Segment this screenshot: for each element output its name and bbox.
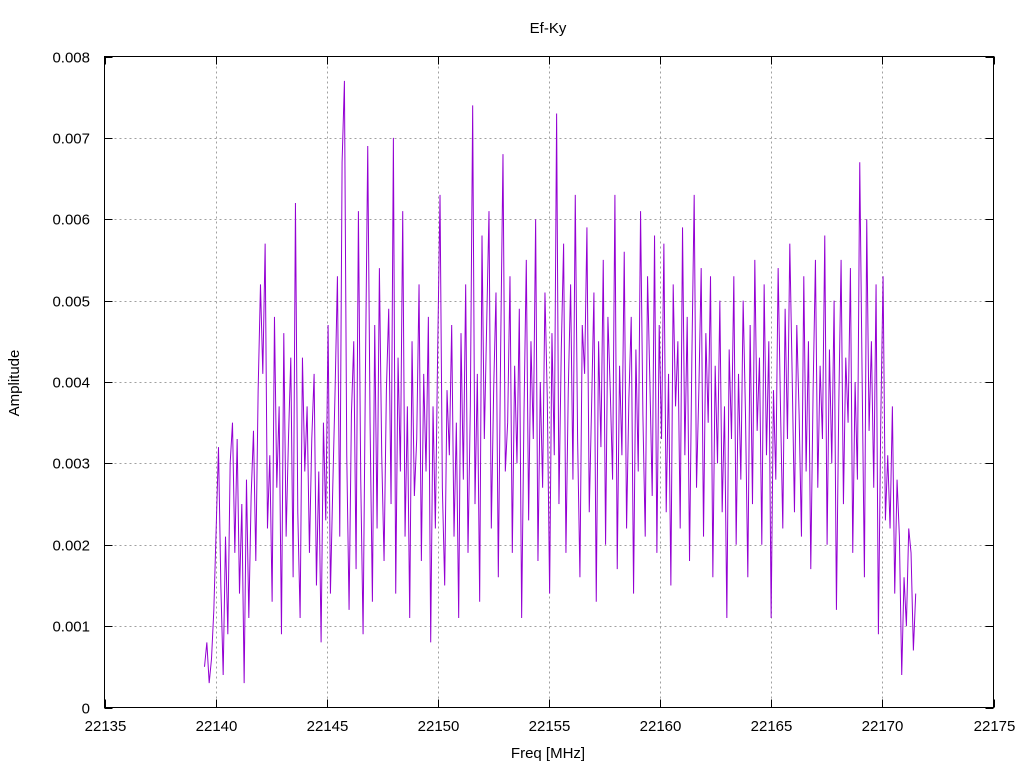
x-tick-label: 22135: [85, 718, 127, 735]
chart-title: Ef-Ky: [530, 20, 567, 37]
y-tick-label: 0.006: [52, 212, 90, 229]
y-tick-label: 0.004: [52, 375, 90, 392]
y-tick-label: 0.008: [52, 50, 90, 67]
x-tick-label: 22175: [974, 718, 1016, 735]
x-tick-label: 22165: [751, 718, 793, 735]
x-tick-label: 22145: [307, 718, 349, 735]
x-tick-label: 22155: [529, 718, 571, 735]
y-axis: 0 0.001 0.002 0.003 0.004 0.005 0.006 0.007 0.00…: [52, 50, 994, 718]
x-axis-label: Freq [MHz]: [511, 745, 585, 762]
y-axis-label: Amplitude: [6, 350, 23, 417]
y-tick-label: 0.007: [52, 131, 90, 148]
x-axis: 22135 22140 22145 22150 22155 22160 22165 22170…: [85, 56, 1016, 735]
x-tick-label: 22160: [640, 718, 682, 735]
y-tick-label: 0: [82, 701, 90, 718]
grid-lines: [104, 56, 994, 708]
y-tick-label: 0.005: [52, 294, 90, 311]
x-tick-label: 22140: [196, 718, 238, 735]
y-tick-label: 0.003: [52, 456, 90, 473]
y-tick-label: 0.001: [52, 619, 90, 636]
series-line: [204, 80, 917, 684]
x-tick-label: 22170: [862, 718, 904, 735]
x-tick-label: 22150: [418, 718, 460, 735]
y-tick-label: 0.002: [52, 538, 90, 555]
